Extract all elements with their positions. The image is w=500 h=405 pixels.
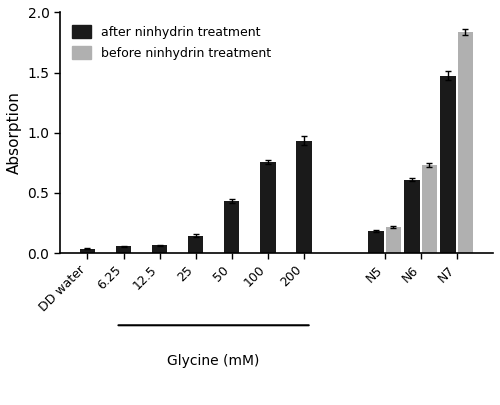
Bar <box>260 162 276 253</box>
Text: Glycine (mM): Glycine (mM) <box>168 354 260 368</box>
Y-axis label: Absorption: Absorption <box>7 91 22 174</box>
Bar <box>188 236 204 253</box>
Bar <box>458 32 473 253</box>
Legend: after ninhydrin treatment, before ninhydrin treatment: after ninhydrin treatment, before ninhyd… <box>66 19 278 66</box>
Bar <box>152 245 168 253</box>
Bar <box>404 180 420 253</box>
Bar <box>422 165 438 253</box>
Bar <box>440 76 456 253</box>
Bar <box>386 227 402 253</box>
Bar <box>80 249 96 253</box>
Bar <box>224 201 240 253</box>
Bar <box>368 231 384 253</box>
Bar <box>116 247 132 253</box>
Bar <box>296 141 312 253</box>
